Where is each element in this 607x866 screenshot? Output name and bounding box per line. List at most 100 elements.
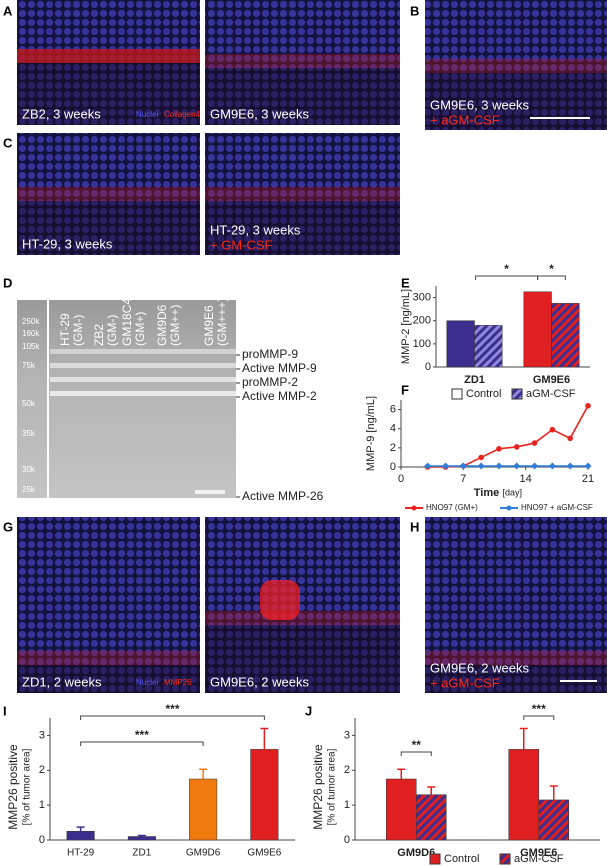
significance-label: *** xyxy=(165,702,179,716)
y-tick-label: 0 xyxy=(39,834,45,846)
point xyxy=(549,426,556,433)
bar xyxy=(551,303,580,368)
bar xyxy=(127,836,156,841)
micrograph xyxy=(425,517,607,693)
stroma-lower xyxy=(17,665,200,693)
stroma-band xyxy=(425,59,607,73)
stain-label: Nuclei xyxy=(136,110,158,119)
micrograph xyxy=(205,133,400,255)
legend-label: aGM-CSF xyxy=(514,853,564,865)
stroma-band xyxy=(17,187,200,201)
y-tick-label: 100 xyxy=(413,338,431,350)
marker-label: 160k xyxy=(22,329,40,338)
significance-bracket xyxy=(523,715,555,720)
significance-bracket xyxy=(537,275,566,280)
error-bar xyxy=(137,834,146,837)
point xyxy=(548,462,556,470)
band-label: Active MMP-9 xyxy=(242,361,317,375)
significance-label: ** xyxy=(412,738,422,752)
panel-letter: E xyxy=(401,275,410,290)
micrograph xyxy=(425,0,607,130)
y-tick-label: 4 xyxy=(390,423,396,435)
legend-label: HNO97 + aGM-CSF xyxy=(521,503,593,512)
stroma-lower xyxy=(17,63,200,125)
band-label: Active MMP-2 xyxy=(242,389,317,403)
lane-label: (GM+) xyxy=(133,312,147,346)
image-treatment: + aGM-CSF xyxy=(430,112,500,127)
image-label: GM9E6, 2 weeks xyxy=(430,660,529,675)
x-axis-label: Time xyxy=(474,487,499,499)
bar xyxy=(474,325,503,368)
lane-label: GM9D6 xyxy=(155,304,169,346)
bar xyxy=(508,749,539,841)
marker-label: 50k xyxy=(22,399,36,408)
stroma-band xyxy=(205,611,400,625)
image-label: ZD1, 2 weeks xyxy=(22,674,102,689)
stroma-band xyxy=(205,187,400,201)
image-label: GM9E6, 3 weeks xyxy=(430,97,529,112)
y-axis-label: [% of tumor area] xyxy=(22,748,33,825)
legend-label: aGM-CSF xyxy=(526,388,576,400)
stroma-lower xyxy=(425,73,607,130)
point xyxy=(424,462,432,470)
marker-label: 75k xyxy=(22,361,36,370)
panel-letter: A xyxy=(3,3,13,18)
image-label: HT-29, 3 weeks xyxy=(210,222,301,237)
stroma-band xyxy=(17,651,200,665)
stroma-band xyxy=(17,49,200,63)
y-axis-label: MMP26 positive xyxy=(6,744,20,830)
y-axis-label: MMP-9 [ng/mL] xyxy=(365,396,377,471)
bar xyxy=(416,794,447,841)
lane-label: (GM+++) xyxy=(215,298,229,346)
x-tick-label: 0 xyxy=(398,473,404,485)
band-label: Active MMP-26 xyxy=(242,489,324,503)
stroma-lower xyxy=(17,201,200,255)
stroma-lower xyxy=(205,201,400,255)
x-tick-label: 14 xyxy=(520,473,532,485)
panel-letter: G xyxy=(3,519,13,534)
y-tick-label: 1 xyxy=(344,799,350,811)
panel-letter: B xyxy=(410,3,419,18)
bar xyxy=(386,778,417,841)
bar xyxy=(250,749,279,841)
marker-label: 105k xyxy=(22,342,40,351)
point xyxy=(584,462,592,470)
legend-label: HNO97 (GM+) xyxy=(426,503,478,512)
bar xyxy=(446,320,475,368)
legend-marker xyxy=(411,505,417,511)
lane-label: HT-29 xyxy=(58,313,72,346)
micrograph xyxy=(17,517,200,693)
blot-band xyxy=(50,377,236,382)
lane-label: (GM++) xyxy=(168,305,182,346)
point xyxy=(531,440,538,446)
image-treatment: + GM-CSF xyxy=(210,237,273,252)
x-tick-label: GM9D6 xyxy=(397,847,435,859)
y-tick-label: 3 xyxy=(39,729,45,741)
legend-swatch xyxy=(499,853,511,865)
y-tick-label: 0 xyxy=(390,461,396,473)
image-label: ZB2, 3 weeks xyxy=(22,106,101,121)
bar xyxy=(523,291,552,368)
y-tick-label: 2 xyxy=(390,442,396,454)
y-tick-label: 300 xyxy=(413,291,431,303)
significance-bracket xyxy=(80,715,265,720)
error-bar xyxy=(519,727,528,750)
lane-label: GM18C4 xyxy=(120,298,134,346)
lane-label: (GM-) xyxy=(105,315,119,346)
marker-label: 30k xyxy=(22,465,36,474)
significance-label: *** xyxy=(135,728,149,742)
panel-letter: C xyxy=(3,135,13,150)
legend-swatch xyxy=(451,388,463,400)
point xyxy=(495,462,503,470)
x-tick-label: GM9E6 xyxy=(247,848,281,859)
micrograph xyxy=(17,133,200,255)
stroma-lower xyxy=(205,68,400,125)
marker-label: 35k xyxy=(22,429,36,438)
point xyxy=(496,446,502,452)
point xyxy=(478,454,484,461)
image-label: GM9E6, 2 weeks xyxy=(210,674,309,689)
error-bar xyxy=(549,785,558,800)
x-tick-label: ZD1 xyxy=(132,848,151,859)
bar xyxy=(538,799,569,841)
